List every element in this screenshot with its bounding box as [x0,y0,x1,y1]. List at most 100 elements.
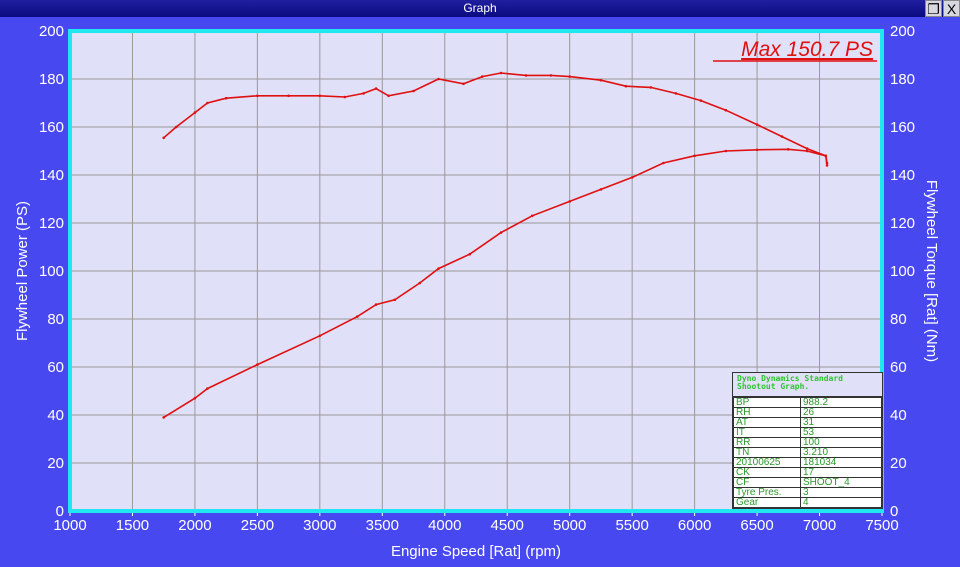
y2-tick-label: 40 [890,407,907,424]
info-row: IT 53 [733,427,882,438]
data-point-torque [524,74,528,77]
data-point-power [824,154,828,158]
data-point-torque [724,108,728,112]
data-point-power [530,214,534,218]
info-value: 100 [800,437,882,448]
info-box: Dyno Dynamics Standard Shootout Graph. BP… [732,372,883,509]
y2-tick-label: 0 [890,503,898,520]
data-point-torque [780,135,784,138]
window-title: Graph [463,1,497,15]
y2-tick-label: 180 [890,71,915,88]
x-tick-label: 1500 [116,517,149,534]
info-row: RR 100 [733,437,882,448]
y-tick-label: 20 [47,455,64,472]
info-row: CF SHOOT_4 [733,477,882,488]
info-key: CF [733,477,801,488]
info-row: Tyre Pres. 3 [733,487,882,498]
data-point-torque [318,94,322,98]
data-point-torque [825,164,829,167]
data-point-power [393,298,397,302]
info-value: 3 [800,487,882,498]
info-key: AT [733,417,801,428]
y-tick-label: 200 [39,23,64,40]
data-point-torque [549,74,553,77]
data-point-power [724,149,728,153]
x-axis-label: Engine Speed [Rat] (rpm) [391,543,561,560]
data-point-torque [193,111,197,114]
y-tick-label: 40 [47,407,64,424]
y-tick-label: 160 [39,119,64,136]
x-tick-label: 2000 [178,517,211,534]
x-tick-label: 7000 [803,517,836,534]
x-tick-label: 6500 [740,517,773,534]
info-value: 3.210 [800,447,882,458]
y-tick-label: 0 [56,503,64,520]
info-value: 4 [800,497,882,508]
x-tick-label: 5000 [553,517,586,534]
data-point-torque [599,78,603,82]
data-point-torque [755,123,759,126]
data-point-power [755,148,759,152]
data-point-power [630,176,634,179]
data-point-torque [206,101,209,105]
data-point-power [499,231,503,234]
info-row: TN 3.210 [733,447,882,458]
y-tick-label: 80 [47,311,64,328]
info-row: CK 17 [733,467,882,478]
info-value: 17 [800,467,882,478]
info-key: Tyre Pres. [733,487,801,498]
info-value: 988.2 [800,397,882,408]
y-tick-label: 120 [39,215,64,232]
y-tick-label: 140 [39,167,64,184]
data-point-torque [624,84,628,88]
info-value: 53 [800,427,882,438]
data-point-power [437,267,440,270]
y2-tick-label: 200 [890,23,915,40]
x-tick-label: 4500 [491,517,524,534]
data-point-torque [174,125,178,129]
data-point-power [256,363,259,366]
info-value: 26 [800,407,882,418]
y2-tick-label: 140 [890,167,915,184]
y2-tick-label: 100 [890,263,915,280]
y2-tick-label: 160 [890,119,915,136]
info-key: Gear [733,497,801,508]
data-point-torque [343,95,347,99]
x-tick-label: 7500 [865,517,898,534]
x-tick-label: 3500 [366,517,399,534]
y-tick-label: 60 [47,359,64,376]
x-tick-label: 1000 [53,517,86,534]
restore-icon[interactable]: ❐ [925,0,942,17]
info-row: Gear 4 [733,497,882,508]
y-tick-label: 180 [39,71,64,88]
title-bar: Graph ❐ X [0,0,960,17]
dyno-chart: 1000 1500 2000 2500 3000 3500 4000 4500 5000 5500… [14,23,940,560]
info-table: BP 988.2 RH 26 AT 31 IT 53 RR 100 TN 3.210 20100625 1… [733,397,882,508]
info-row: 20100625 181034 [733,457,882,468]
info-key: 20100625 [733,457,801,468]
info-row: RH 26 [733,407,882,418]
data-point-power [418,281,422,285]
max-power-annotation: Max 150.7 PS [741,38,873,61]
close-button[interactable]: X [943,0,960,17]
info-key: CK [733,467,801,478]
info-title-2: Shootout Graph. [737,382,810,391]
info-title-1: Dyno Dynamics Standard [737,374,843,383]
x-tick-label: 4000 [428,517,461,534]
y-axis-label: Flywheel Power (PS) [14,201,31,341]
data-point-torque [699,99,703,102]
data-point-torque [805,147,809,150]
data-point-power [693,154,696,158]
x-tick-label: 5500 [615,517,648,534]
y2-tick-label: 80 [890,311,907,328]
y2-tick-label: 120 [890,215,915,232]
data-point-power [162,416,165,419]
data-point-torque [437,77,440,81]
plot-border [68,29,884,513]
data-point-power [568,200,571,203]
info-key: IT [733,427,801,438]
y2-tick-label: 20 [890,455,907,472]
info-value: 31 [800,417,882,428]
info-key: RR [733,437,801,448]
info-row: BP 988.2 [733,397,882,408]
